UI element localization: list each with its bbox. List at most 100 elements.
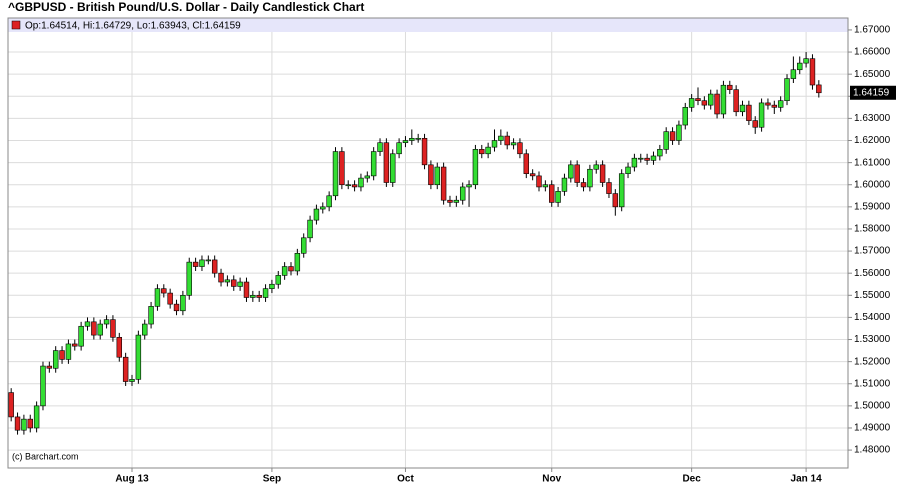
candle-body [390,153,396,183]
candle-body [186,261,192,296]
candle-body [568,164,574,179]
y-tick-label: 1.59000 [854,201,891,212]
candle-body [8,392,14,418]
candle-body [777,100,784,108]
candle-body [688,98,695,108]
candle-body [536,175,542,188]
candle-body [288,266,294,272]
candle-body [803,58,809,64]
candle-body [409,137,415,141]
candle-body [574,164,580,183]
candle-body [116,337,123,358]
candle-body [364,175,371,179]
candle-body [663,131,669,150]
y-tick-label: 1.63000 [854,113,891,124]
candle-body [472,149,479,186]
candle-body [434,166,440,186]
y-tick-label: 1.60000 [854,179,891,190]
candle-body [180,294,186,312]
candle-body [383,142,390,183]
candle-body [529,173,536,177]
candle-body [771,104,778,108]
candle-body [300,237,307,254]
y-tick-label: 1.57000 [854,246,891,257]
y-tick-label: 1.50000 [854,401,891,412]
y-tick-label: 1.51000 [854,378,891,389]
source: (c) Barchart.com [12,451,79,461]
candle-body [459,186,466,201]
candle-body [739,104,746,113]
candle-body [27,418,33,429]
candle-body [275,275,281,285]
candle-body [218,272,224,283]
candle-body [129,379,135,382]
candle-body [262,288,269,298]
x-tick-label: Jan 14 [791,474,823,485]
candle-body [587,168,593,188]
candle-body [231,279,237,287]
candle-body [21,418,27,431]
candle-body [549,184,555,203]
last-price-box [850,85,896,100]
candle-body [720,84,727,115]
candle-body [237,281,243,287]
candle-body [498,135,504,141]
candle-body [447,199,453,203]
y-tick-label: 1.53000 [854,334,891,345]
candle-body [809,58,816,86]
candle-body [790,69,797,79]
candle-body [154,288,161,307]
y-tick-label: 1.54000 [854,312,891,323]
chart-title: ^GBPUSD - British Pound/U.S. Dollar - Da… [8,0,364,14]
candle-body [326,195,332,208]
candle-body [701,100,708,106]
candle-body [91,321,97,336]
candle-body [428,164,434,186]
candle-body [440,166,447,201]
candle-body [523,153,530,174]
candle-body [606,182,612,194]
candle-body [167,292,173,305]
candle-body [612,193,619,208]
candle-body [714,93,720,115]
candle-body [345,184,351,187]
candle-body [294,252,301,272]
candle-body [752,120,758,128]
candle-body [765,102,771,106]
y-tick-label: 1.49000 [854,423,891,434]
candle-body [555,191,561,203]
candle-body [593,164,599,170]
x-tick-label: Aug 13 [115,474,149,485]
y-tick-label: 1.67000 [854,25,891,36]
candle-body [135,334,142,380]
candle-body [307,219,313,239]
candle-body [453,199,460,203]
candle-body [148,306,154,325]
candle-body [631,157,638,168]
candle-body [243,281,250,298]
candle-body [40,365,46,407]
candle-body [415,137,421,140]
candle-body [479,149,485,155]
y-tick-label: 1.48000 [854,445,891,456]
candle-body [46,365,53,369]
candle-body [52,350,59,369]
legend-band [8,18,848,32]
x-tick-label: Nov [542,474,561,485]
candle-body [510,142,517,146]
candle-body [402,140,409,144]
candle-body [580,182,587,188]
candle-body [142,323,148,336]
candle-body [192,261,199,267]
candle-body [377,142,383,152]
y-tick-label: 1.62000 [854,135,891,146]
candle-body [97,323,103,336]
candle-body [250,294,256,298]
y-tick-label: 1.65000 [854,69,891,80]
candle-body [657,149,663,157]
candle-body [676,124,682,141]
candle-body [650,155,657,161]
y-tick-label: 1.56000 [854,268,891,279]
x-tick-label: Sep [263,474,281,485]
